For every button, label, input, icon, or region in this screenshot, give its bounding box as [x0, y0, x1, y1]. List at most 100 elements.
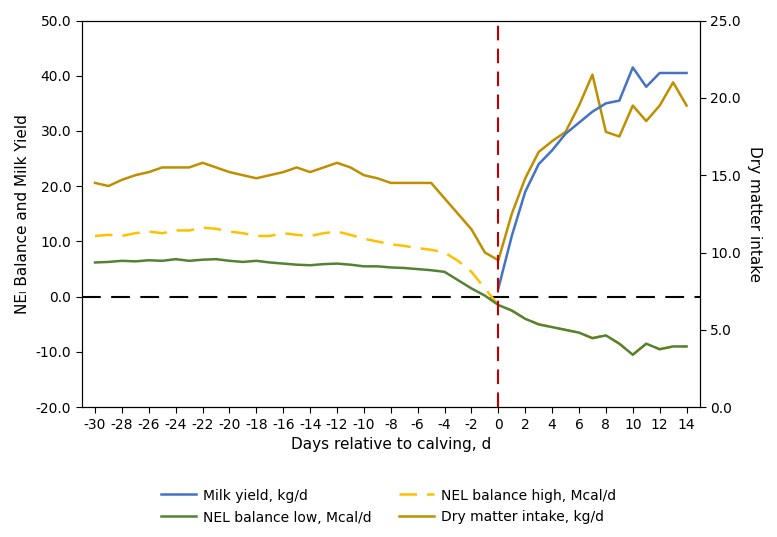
NEL balance high, Mcal/d — [480, 285, 490, 292]
Dry matter intake, kg/d — [642, 118, 651, 124]
NEL balance high, Mcal/d — [117, 233, 127, 239]
Milk yield, kg/d — [548, 147, 557, 154]
NEL balance high, Mcal/d — [534, 321, 543, 328]
NEL balance low, Mcal/d — [104, 259, 113, 265]
NEL balance high, Mcal/d — [158, 230, 167, 236]
Milk yield, kg/d — [587, 108, 597, 115]
NEL balance low, Mcal/d — [480, 293, 490, 299]
NEL balance low, Mcal/d — [292, 262, 301, 268]
Dry matter intake, kg/d — [104, 183, 113, 189]
NEL balance low, Mcal/d — [534, 321, 543, 328]
Dry matter intake, kg/d — [668, 79, 678, 85]
NEL balance high, Mcal/d — [615, 340, 624, 347]
Dry matter intake, kg/d — [158, 164, 167, 171]
Y-axis label: NEₗ Balance and Milk Yield: NEₗ Balance and Milk Yield — [15, 114, 30, 314]
Dry matter intake, kg/d — [574, 103, 584, 109]
NEL balance high, Mcal/d — [399, 243, 409, 249]
NEL balance low, Mcal/d — [668, 343, 678, 350]
Dry matter intake, kg/d — [493, 257, 503, 264]
Line: NEL balance high, Mcal/d: NEL balance high, Mcal/d — [95, 228, 687, 355]
Dry matter intake, kg/d — [184, 164, 193, 171]
Dry matter intake, kg/d — [252, 175, 261, 182]
NEL balance low, Mcal/d — [265, 259, 274, 266]
NEL balance low, Mcal/d — [399, 265, 409, 271]
NEL balance high, Mcal/d — [668, 343, 678, 350]
NEL balance low, Mcal/d — [561, 326, 570, 333]
Dry matter intake, kg/d — [521, 175, 530, 182]
NEL balance low, Mcal/d — [184, 258, 193, 264]
NEL balance low, Mcal/d — [601, 332, 611, 339]
Dry matter intake, kg/d — [198, 159, 207, 166]
NEL balance low, Mcal/d — [158, 258, 167, 264]
NEL balance high, Mcal/d — [239, 230, 248, 236]
Dry matter intake, kg/d — [440, 195, 449, 201]
NEL balance high, Mcal/d — [682, 343, 692, 350]
NEL balance high, Mcal/d — [319, 230, 328, 236]
NEL balance low, Mcal/d — [239, 259, 248, 265]
Dry matter intake, kg/d — [211, 164, 221, 171]
Dry matter intake, kg/d — [131, 172, 140, 178]
Y-axis label: Dry matter intake: Dry matter intake — [747, 146, 762, 282]
Dry matter intake, kg/d — [90, 180, 99, 186]
NEL balance low, Mcal/d — [373, 263, 382, 270]
NEL balance high, Mcal/d — [561, 326, 570, 333]
NEL balance low, Mcal/d — [507, 307, 517, 314]
Dry matter intake, kg/d — [305, 169, 315, 175]
NEL balance low, Mcal/d — [453, 277, 462, 284]
Milk yield, kg/d — [561, 130, 570, 137]
NEL balance low, Mcal/d — [615, 340, 624, 347]
NEL balance high, Mcal/d — [373, 238, 382, 245]
Legend: Milk yield, kg/d, NEL balance low, Mcal/d, NEL balance high, Mcal/d, Dry matter : Milk yield, kg/d, NEL balance low, Mcal/… — [155, 482, 622, 530]
Dry matter intake, kg/d — [413, 180, 423, 186]
Dry matter intake, kg/d — [587, 71, 597, 78]
Dry matter intake, kg/d — [467, 226, 476, 233]
Dry matter intake, kg/d — [359, 172, 368, 178]
Dry matter intake, kg/d — [239, 172, 248, 178]
NEL balance high, Mcal/d — [628, 352, 637, 358]
NEL balance high, Mcal/d — [305, 233, 315, 239]
NEL balance high, Mcal/d — [453, 258, 462, 264]
Dry matter intake, kg/d — [225, 169, 234, 175]
NEL balance high, Mcal/d — [493, 302, 503, 308]
NEL balance high, Mcal/d — [184, 227, 193, 234]
NEL balance low, Mcal/d — [587, 335, 597, 342]
Milk yield, kg/d — [521, 188, 530, 195]
Milk yield, kg/d — [493, 285, 503, 292]
NEL balance low, Mcal/d — [319, 261, 328, 267]
Dry matter intake, kg/d — [480, 249, 490, 256]
NEL balance high, Mcal/d — [252, 233, 261, 239]
NEL balance low, Mcal/d — [548, 324, 557, 330]
NEL balance low, Mcal/d — [145, 257, 154, 264]
Milk yield, kg/d — [668, 70, 678, 76]
NEL balance low, Mcal/d — [427, 267, 436, 273]
NEL balance high, Mcal/d — [265, 233, 274, 239]
Dry matter intake, kg/d — [427, 180, 436, 186]
NEL balance high, Mcal/d — [211, 226, 221, 232]
NEL balance low, Mcal/d — [211, 256, 221, 263]
NEL balance high, Mcal/d — [346, 231, 355, 238]
NEL balance low, Mcal/d — [252, 258, 261, 264]
Dry matter intake, kg/d — [682, 103, 692, 109]
NEL balance low, Mcal/d — [493, 302, 503, 308]
NEL balance high, Mcal/d — [601, 332, 611, 339]
Dry matter intake, kg/d — [507, 211, 517, 217]
Milk yield, kg/d — [615, 97, 624, 104]
Dry matter intake, kg/d — [386, 180, 395, 186]
NEL balance high, Mcal/d — [198, 224, 207, 231]
NEL balance high, Mcal/d — [359, 236, 368, 242]
Dry matter intake, kg/d — [615, 133, 624, 140]
Milk yield, kg/d — [507, 233, 517, 239]
Dry matter intake, kg/d — [655, 103, 664, 109]
NEL balance low, Mcal/d — [171, 256, 180, 263]
NEL balance high, Mcal/d — [333, 228, 342, 235]
Dry matter intake, kg/d — [145, 169, 154, 175]
NEL balance low, Mcal/d — [305, 262, 315, 268]
Dry matter intake, kg/d — [279, 169, 288, 175]
NEL balance low, Mcal/d — [333, 260, 342, 267]
Milk yield, kg/d — [601, 100, 611, 106]
NEL balance high, Mcal/d — [655, 346, 664, 352]
NEL balance high, Mcal/d — [440, 249, 449, 256]
Dry matter intake, kg/d — [453, 211, 462, 217]
Line: Dry matter intake, kg/d: Dry matter intake, kg/d — [95, 75, 687, 260]
Dry matter intake, kg/d — [117, 177, 127, 183]
